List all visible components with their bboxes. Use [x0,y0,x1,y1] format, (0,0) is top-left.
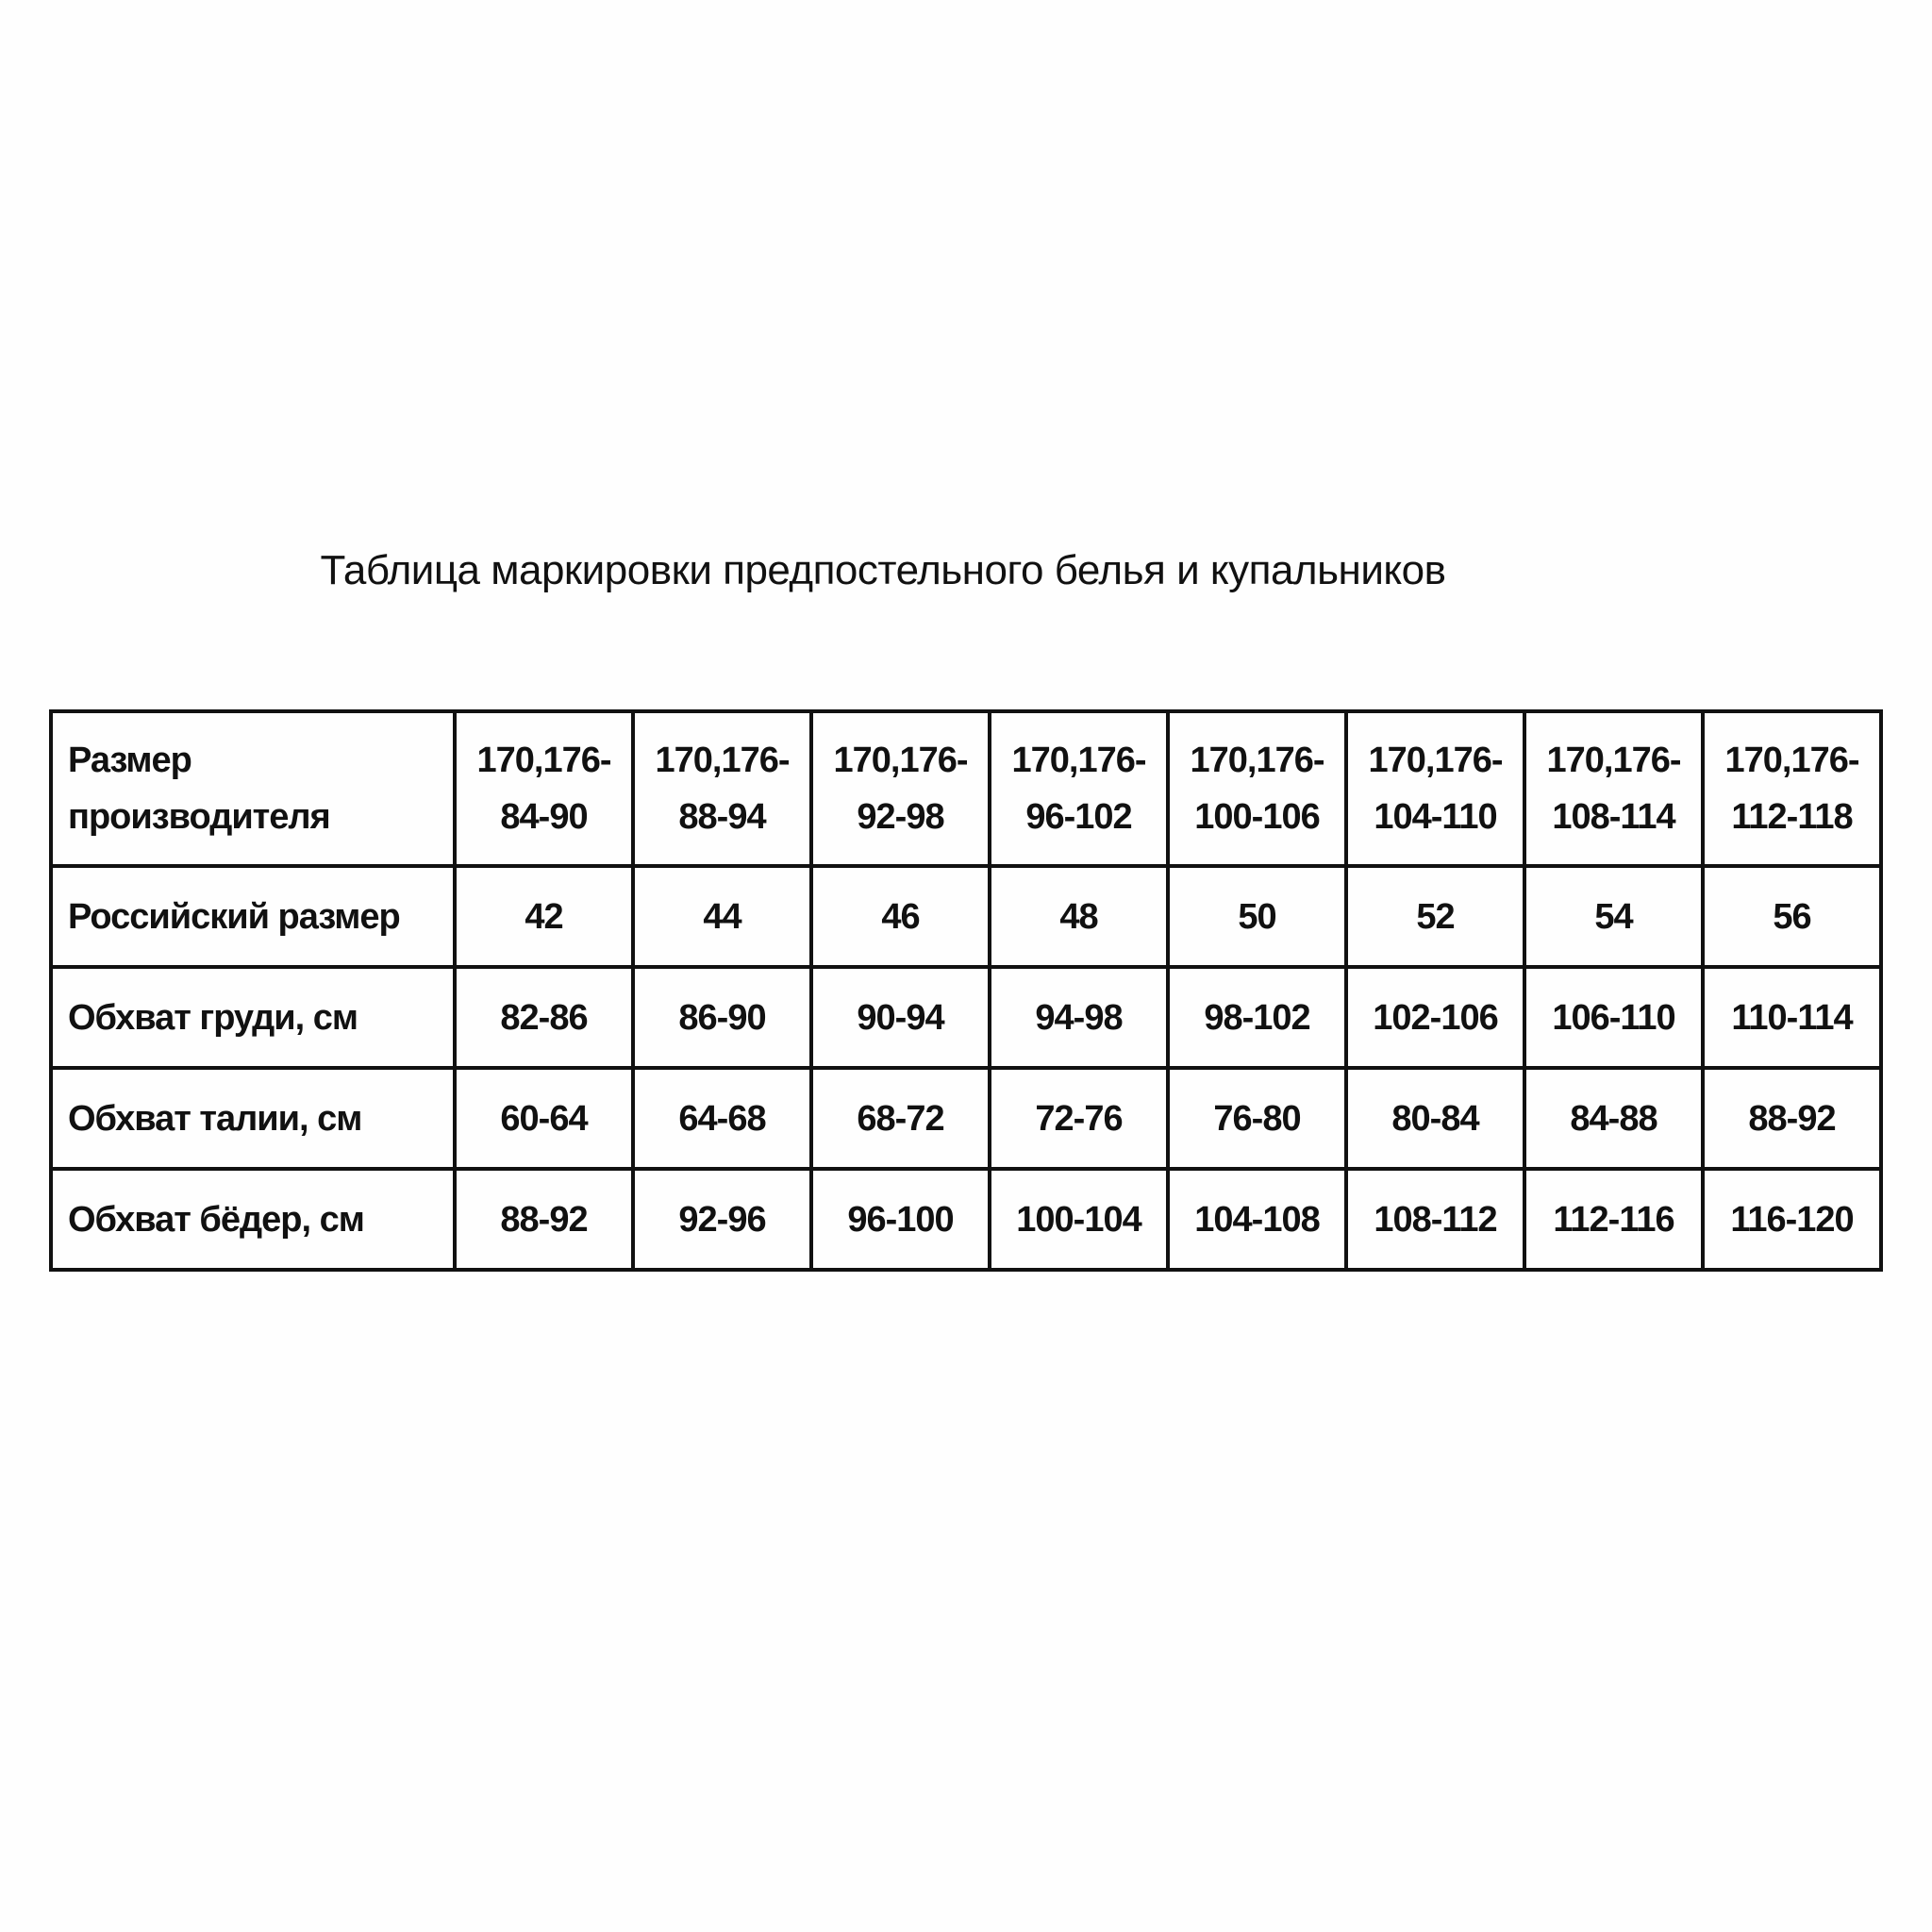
table-cell: 86-90 [631,965,813,1070]
page-title: Таблица маркировки предпостельного белья… [320,547,1447,593]
table-cell: 170,176- 100-106 [1166,709,1348,868]
table-cell: 44 [631,864,813,969]
row-label: Российский размер [49,864,457,969]
table-cell: 106-110 [1523,965,1705,1070]
table-cell: 46 [809,864,991,969]
table-cell: 170,176- 84-90 [453,709,635,868]
table-cell: 170,176- 92-98 [809,709,991,868]
table-cell: 96-100 [809,1167,991,1272]
table-cell: 80-84 [1344,1066,1526,1171]
table-cell: 170,176- 96-102 [988,709,1170,868]
table-cell: 94-98 [988,965,1170,1070]
row-label: Обхват груди, см [49,965,457,1070]
table-cell: 48 [988,864,1170,969]
size-table: Размер производителя 170,176- 84-90 170,176-… [49,709,1883,1272]
table-cell: 104-108 [1166,1167,1348,1272]
table-cell: 102-106 [1344,965,1526,1070]
table-cell: 88-92 [453,1167,635,1272]
table-cell: 76-80 [1166,1066,1348,1171]
table-row: Обхват талии, см 60-64 64-68 68-72 72-76 76-8… [49,1066,1883,1171]
table-cell: 84-88 [1523,1066,1705,1171]
table-row: Размер производителя 170,176- 84-90 170,176-… [49,709,1883,868]
table-cell: 170,176- 108-114 [1523,709,1705,868]
table-row: Обхват бёдер, см 88-92 92-96 96-100 100-104 1… [49,1167,1883,1272]
table-cell: 98-102 [1166,965,1348,1070]
table-cell: 112-116 [1523,1167,1705,1272]
table-cell: 170,176- 104-110 [1344,709,1526,868]
table-cell: 72-76 [988,1066,1170,1171]
table-cell: 170,176- 88-94 [631,709,813,868]
table-cell: 64-68 [631,1066,813,1171]
table-cell: 54 [1523,864,1705,969]
table-row: Обхват груди, см 82-86 86-90 90-94 94-98 98-1… [49,965,1883,1070]
table-cell: 82-86 [453,965,635,1070]
table-cell: 88-92 [1701,1066,1883,1171]
table-cell: 52 [1344,864,1526,969]
table-cell: 56 [1701,864,1883,969]
table-cell: 50 [1166,864,1348,969]
row-label: Обхват талии, см [49,1066,457,1171]
table-cell: 110-114 [1701,965,1883,1070]
table-cell: 100-104 [988,1167,1170,1272]
table-cell: 170,176- 112-118 [1701,709,1883,868]
row-label: Размер производителя [49,709,457,868]
table-cell: 92-96 [631,1167,813,1272]
table-row: Российский размер 42 44 46 48 50 52 54 56 [49,864,1883,969]
table-cell: 90-94 [809,965,991,1070]
row-label: Обхват бёдер, см [49,1167,457,1272]
table-cell: 108-112 [1344,1167,1526,1272]
table-cell: 60-64 [453,1066,635,1171]
table-cell: 116-120 [1701,1167,1883,1272]
table-cell: 68-72 [809,1066,991,1171]
table-cell: 42 [453,864,635,969]
